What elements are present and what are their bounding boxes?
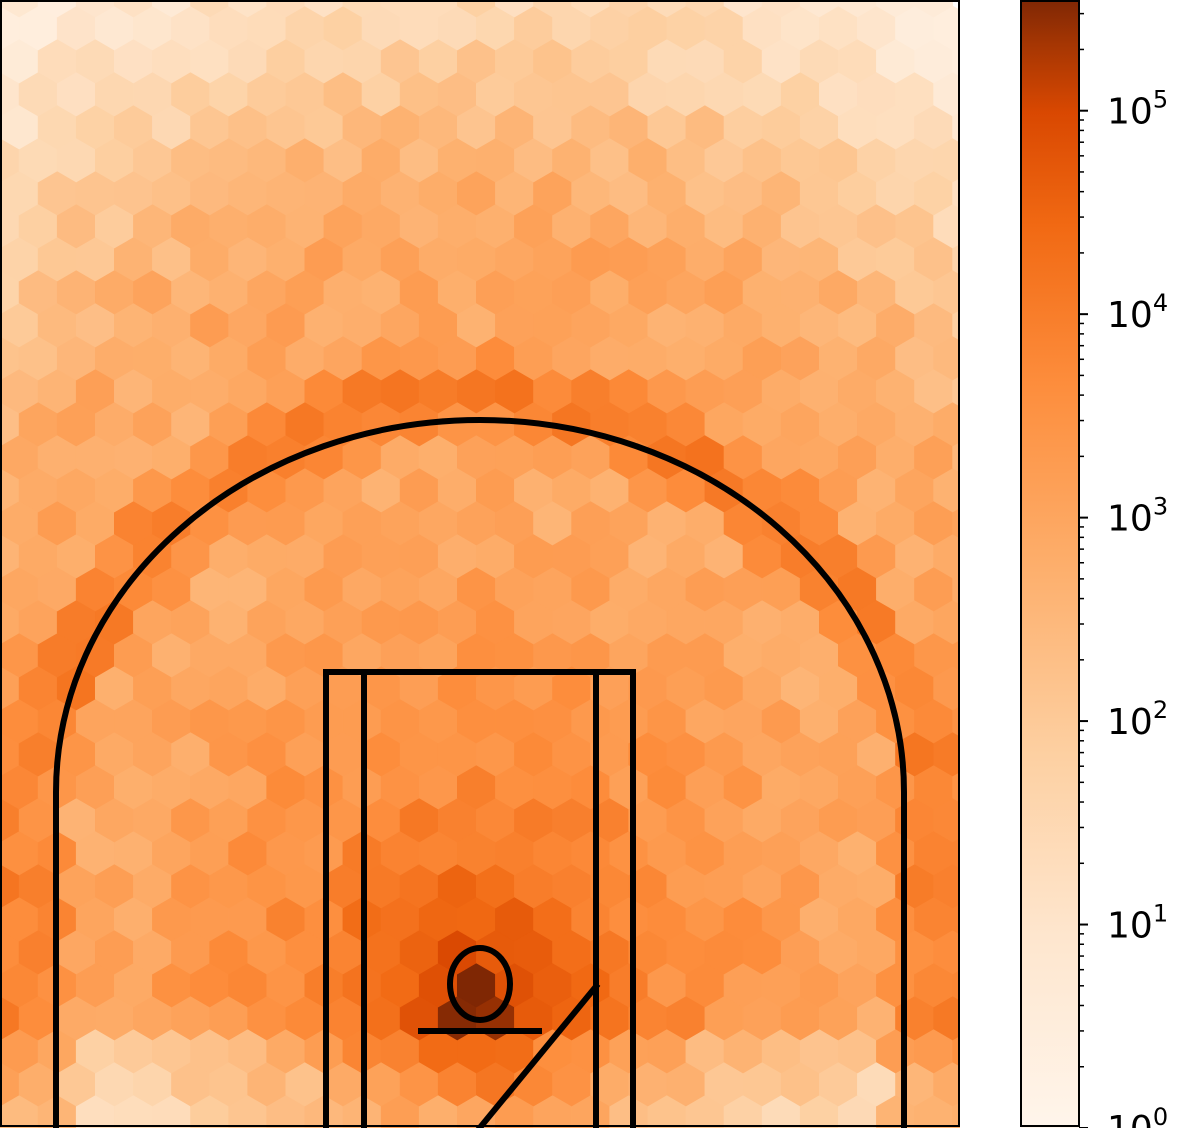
hexbin-cell [972, 468, 1010, 512]
hexbin-cell [972, 270, 1010, 314]
hexbin-cell [914, 0, 953, 18]
colorbar-tick-label: 104 [1107, 289, 1168, 336]
rim-hoop [447, 945, 513, 1023]
hexbin-cell [972, 996, 1010, 1040]
hexbin-cell [972, 798, 1010, 842]
plot-frame [0, 0, 960, 1127]
hexbin-cell [972, 600, 1010, 644]
hexbin-cell [972, 666, 1010, 710]
colorbar-tick-label: 100 [1107, 1103, 1168, 1128]
hexbin-cell [972, 534, 1010, 578]
hexbin-cell [972, 204, 1010, 248]
hexbin-cell [972, 336, 1010, 380]
hexbin-cell [972, 402, 1010, 446]
hexbin-cell [972, 138, 1010, 182]
colorbar-tick-label: 101 [1107, 900, 1168, 947]
colorbar: 100 101 102 103 104 105 [1020, 0, 1168, 1128]
colorbar-tick-label: 105 [1107, 86, 1168, 133]
colorbar-tick-label: 102 [1107, 696, 1168, 743]
colorbar-gradient [1021, 0, 1079, 1128]
hexbin-cells [0, 0, 1010, 1128]
diagonal-court-line [475, 982, 601, 1128]
plot-area [0, 0, 1010, 1128]
colorbar-tick-label: 103 [1107, 493, 1168, 540]
hexbin-cell [972, 864, 1010, 908]
colorbar-major-ticks: 100 101 102 103 104 105 [1079, 86, 1168, 1128]
hexbin-cell [972, 1062, 1010, 1106]
three-point-line [53, 417, 907, 1128]
court-lines [53, 417, 907, 1128]
hexbin-cell [972, 6, 1010, 50]
hexbin-cell [972, 732, 1010, 776]
hexbin-cell [972, 930, 1010, 974]
colorbar-minor-ticks [1079, 12, 1084, 1068]
paint-outer-lane [323, 669, 636, 1128]
hexbin-cell [972, 72, 1010, 116]
